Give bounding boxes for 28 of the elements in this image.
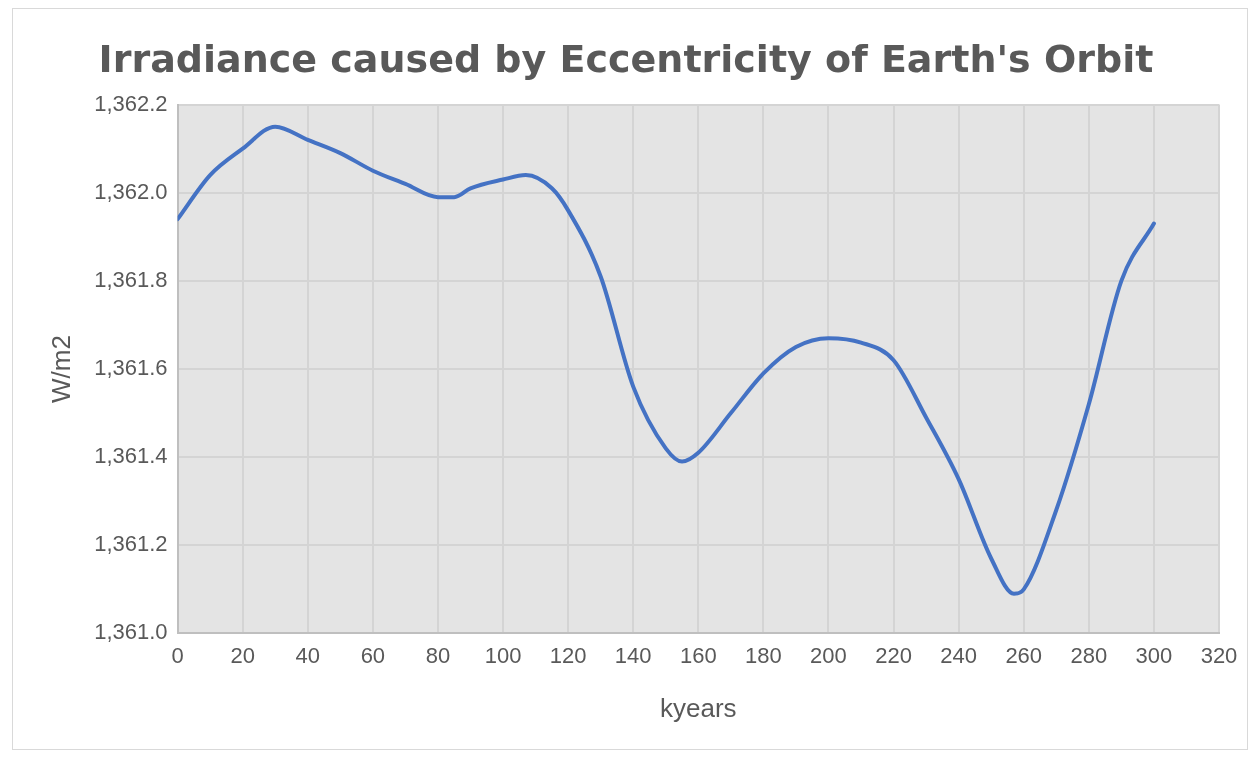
x-tick-label: 280: [1070, 642, 1108, 668]
y-tick-label: 1,361.8: [94, 266, 168, 292]
x-tick-label: 300: [1135, 642, 1173, 668]
x-tick-label: 220: [875, 642, 912, 668]
line-series: [177, 124, 1156, 596]
y-tick-label: 1,361.2: [94, 531, 168, 557]
y-axis-title: W/m2: [45, 335, 76, 403]
x-tick-label: 40: [295, 642, 321, 668]
x-tick-label: 160: [679, 642, 717, 668]
y-tick-label: 1,362.0: [94, 178, 168, 204]
x-tick-label: 180: [745, 642, 782, 668]
x-tick-label: 100: [484, 642, 522, 668]
x-tick-label: 60: [360, 642, 386, 668]
y-tick-label: 1,361.6: [94, 355, 168, 381]
y-tick-label: 1,362.2: [94, 90, 168, 116]
x-tick-label: 0: [171, 642, 184, 668]
y-tick-label: 1,361.0: [94, 619, 168, 645]
y-tick-label: 1,361.4: [94, 443, 168, 469]
x-tick-label: 240: [940, 642, 978, 668]
x-tick-label: 80: [425, 642, 451, 668]
x-tick-label: 320: [1200, 642, 1238, 668]
x-tick-label: 140: [614, 642, 652, 668]
x-tick-label: 260: [1005, 642, 1043, 668]
chart-title: Irradiance caused by Eccentricity of Earth's Orbit: [98, 36, 1154, 81]
x-tick-label: 20: [230, 642, 255, 668]
x-axis-title: kyears: [660, 692, 737, 723]
x-tick-label: 200: [810, 642, 847, 668]
x-tick-label: 120: [549, 642, 587, 668]
